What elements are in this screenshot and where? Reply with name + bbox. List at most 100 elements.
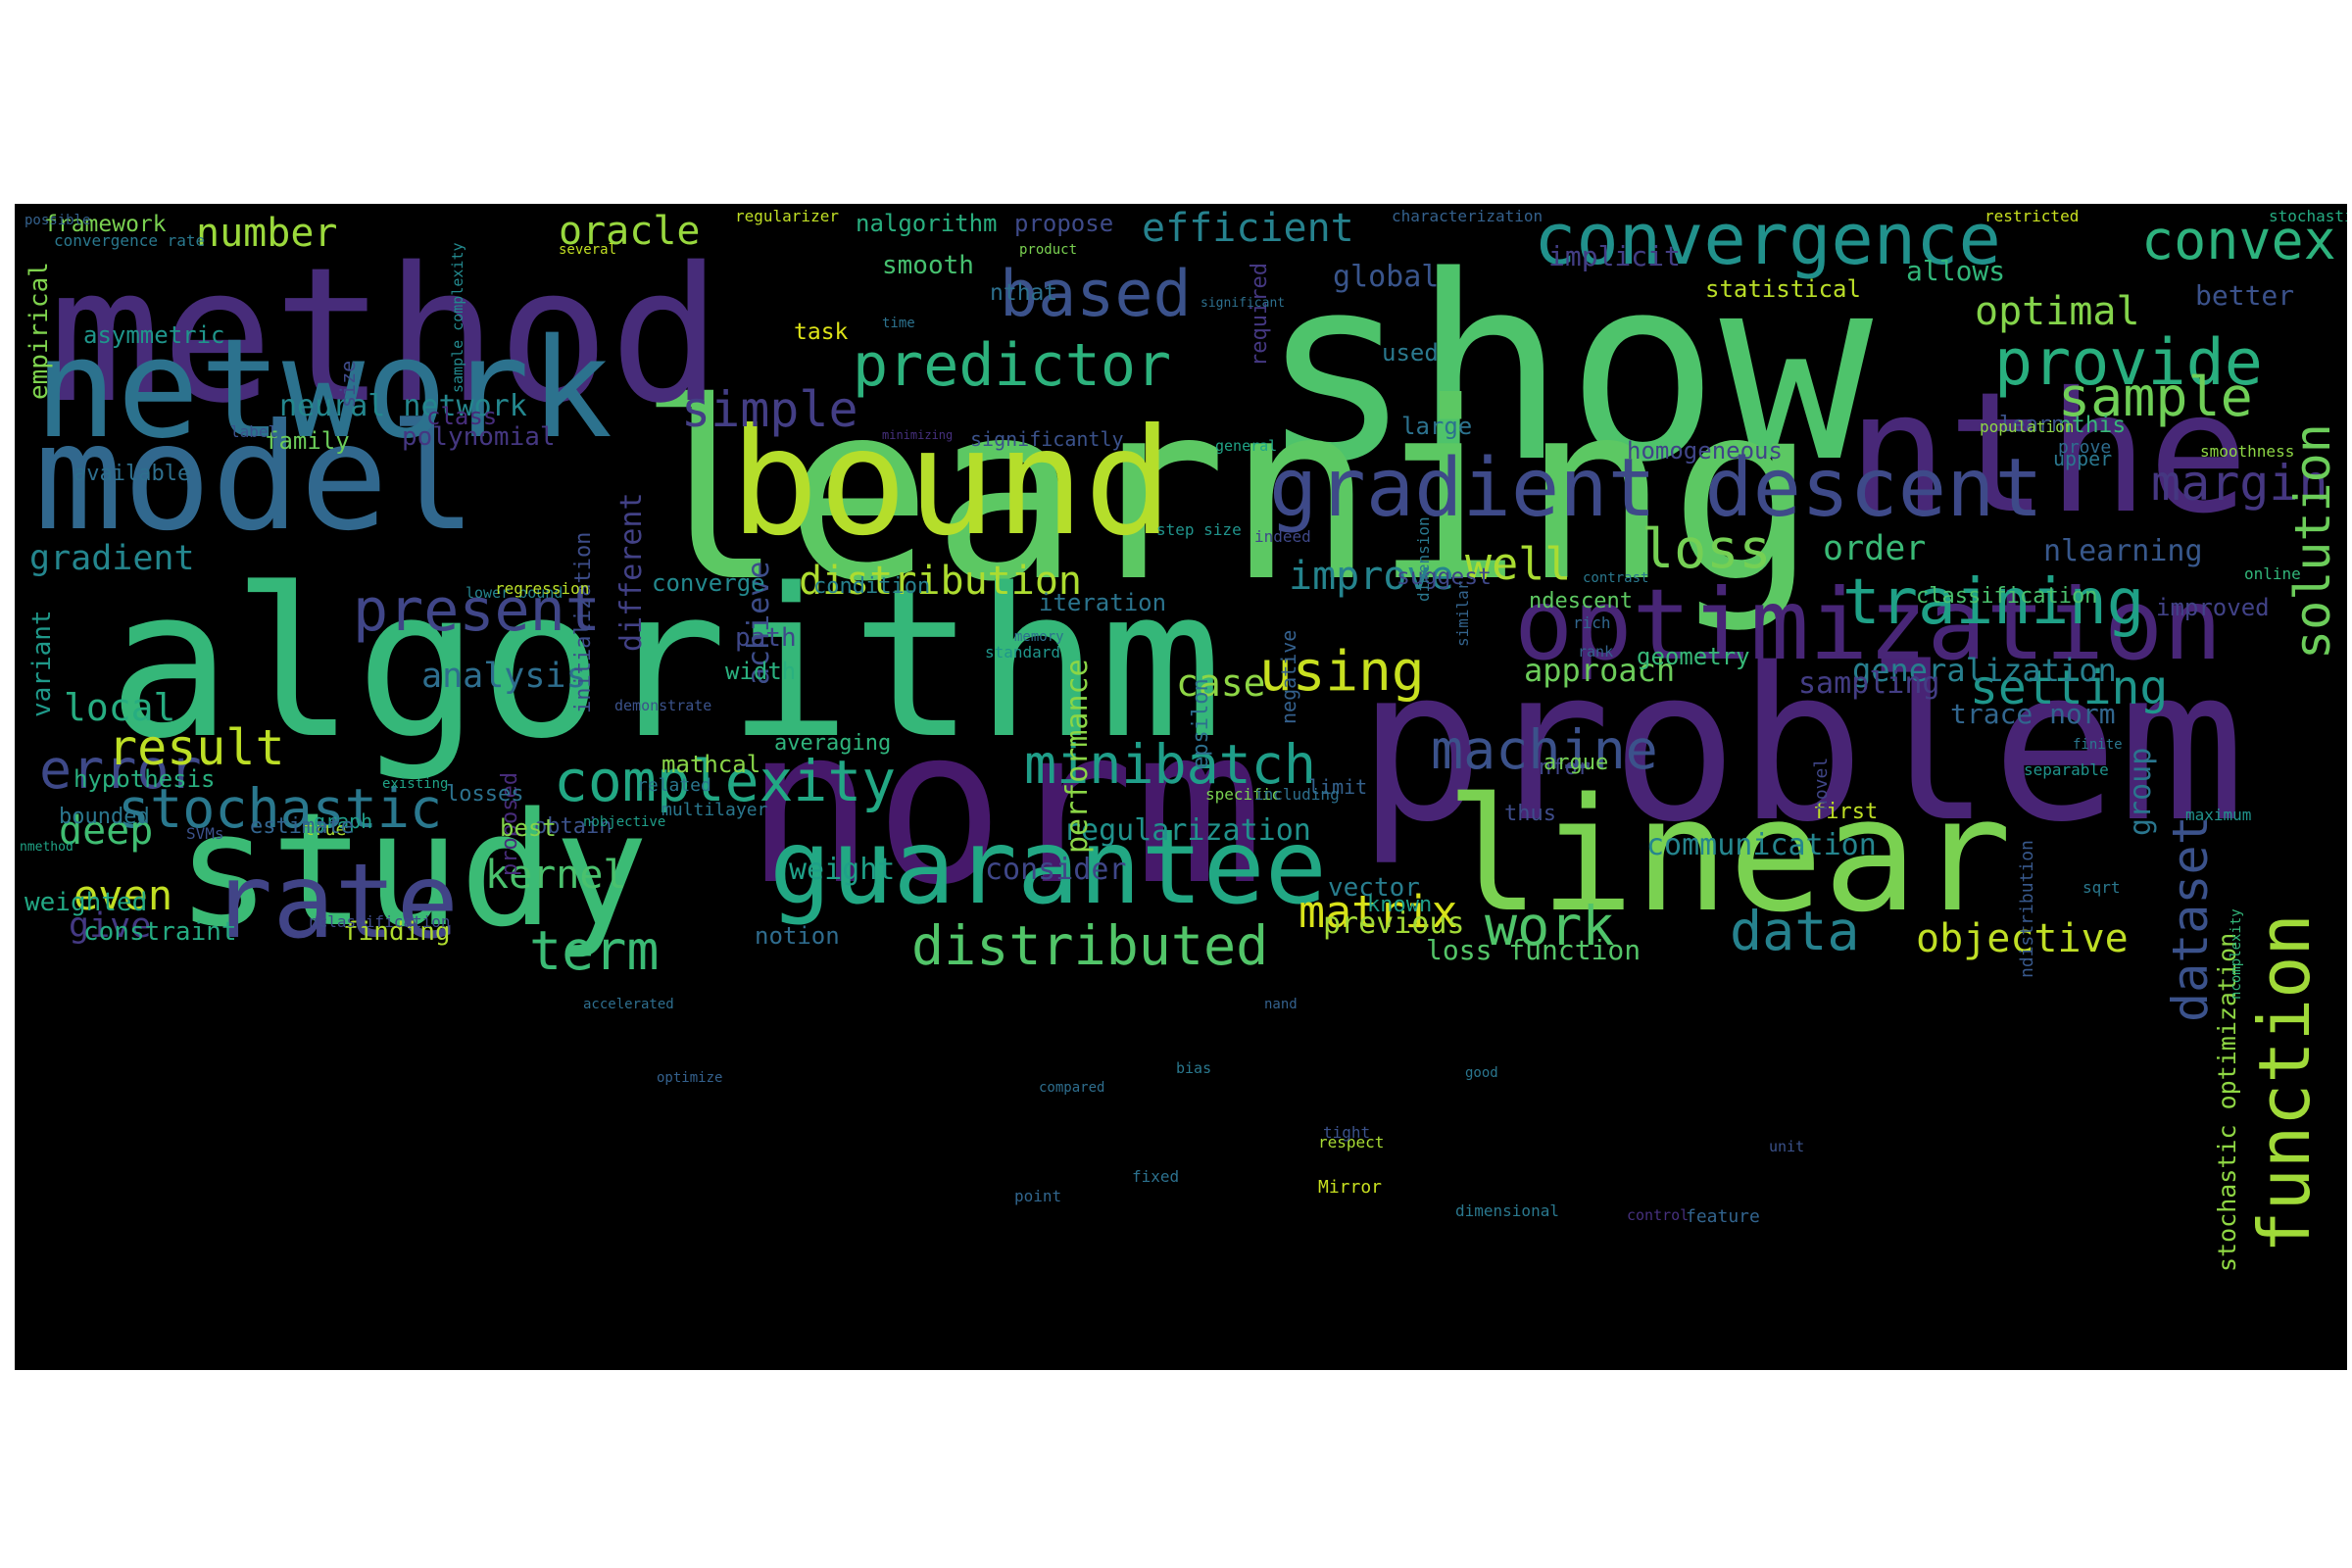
word-oracle: oracle [559,209,701,254]
word-label: label [230,422,278,441]
word-characterization: characterization [1392,207,1544,225]
word-point: point [1014,1187,1062,1205]
word-machine: machine [1431,718,1658,781]
word-similar: similar [1453,580,1472,647]
word-condition: condition [813,574,931,599]
word-fixed: fixed [1132,1167,1180,1186]
word-minimizing: minimizing [882,428,954,442]
word-improved: improved [2156,594,2270,621]
word-population: population [1980,417,2075,436]
word-limit: limit [1308,775,1368,799]
word-nthis: nthis [2058,413,2127,438]
word-finding: finding [343,917,451,947]
word-number: number [196,211,338,256]
word-maximum: maximum [2185,806,2252,824]
word-existing: existing [382,776,449,792]
word-weighted: weighted [24,888,148,917]
word-convergence-rate: convergence rate [54,231,206,250]
word-using: using [1259,640,1425,704]
word-previous: previous [1323,906,1465,941]
word-obtain: obtain [534,814,612,839]
word-sample: sample [2058,366,2253,428]
word-margin: margin [2151,455,2328,512]
word-contrast: contrast [1583,570,1649,586]
word-optimize: optimize [657,1070,723,1086]
word-trace-norm: trace norm [1950,698,2116,730]
word-feature: feature [1686,1206,1760,1227]
word-task: task [794,319,849,345]
word-graph: graph [314,809,373,833]
word-convex: convex [2141,209,2336,271]
word-bound: bound [730,398,1173,568]
word-loss: loss [1642,517,1772,580]
word-well: well [1465,538,1572,590]
word-memory: memory [1014,629,1064,645]
word-nlearning: nlearning [2043,534,2203,568]
word-respect: respect [1318,1133,1385,1152]
word-used: used [1382,339,1439,367]
word-nmethod: nmethod [20,840,74,855]
word-function: function [2243,913,2326,1253]
word-smooth: smooth [882,251,974,280]
word-epsilon: epsilon [1189,678,1213,769]
word-optimal: optimal [1975,289,2140,334]
word-learn: learn [1999,413,2065,437]
word-multilayer: multilayer [662,800,768,820]
word-different: different [614,492,649,652]
word-norm: norm [745,681,1264,932]
word-convergence: convergence [1534,204,2001,280]
word-global: global [1333,260,1440,294]
word-deep: deep [59,808,154,854]
word-including: including [1254,785,1340,804]
word-nobjective: nobjective [583,814,666,830]
word-give: give [69,906,152,946]
word-notion: notion [755,922,840,950]
word-cloud: show learning algorithm problem method norm mo… [15,204,2347,1370]
word-present: present [353,576,601,645]
word-separable: separable [2024,760,2109,779]
word-path: path [735,623,797,653]
word-size: size [336,360,360,408]
word-hypothesis: hypothesis [74,765,216,793]
word-mirror: Mirror [1318,1177,1383,1198]
word-gradient-descent: gradient descent [1269,442,2043,535]
word-improve: improve [1289,554,1454,599]
word-step-size: step size [1156,520,1242,539]
word-even: even [74,871,173,919]
word-consider: consider [985,853,1127,887]
word-regression: regression [495,579,590,598]
word-term: term [529,919,660,982]
word-result: result [108,719,285,776]
word-based: based [1000,258,1192,331]
word-show: show [1259,222,1874,518]
word-framework: framework [44,212,167,237]
word-compared: compared [1039,1080,1105,1096]
word-local: local [64,686,176,729]
word-geometry: geometry [1637,643,1750,670]
word-rank: rank [1578,643,1614,661]
word-gradient: gradient [29,539,195,578]
word-dimension: dimension [1414,516,1433,602]
word-first: first [1813,800,1879,824]
word-nthe: nthe [1847,357,2249,551]
word-allows: allows [1906,255,2006,287]
word-approach: approach [1524,652,1676,689]
word-standard: standard [985,643,1061,662]
word-ncomplexity: ncomplexity [2229,908,2244,1000]
word-study: study [176,778,649,961]
word-data: data [1730,900,1860,962]
word-mathcal: mathcal [662,751,761,778]
word-kernel: kernel [485,853,627,898]
word-width: width [725,658,797,685]
word-sampling: sampling [1798,666,1940,701]
word-nand: nand [1264,997,1298,1012]
word-distribution: distribution [799,559,1082,604]
word-converge: converge [652,569,765,597]
word-possible: possible [24,213,91,228]
word-stochastic: stochastic [118,777,443,840]
word-dataset: dataset [2162,815,2219,1022]
word-asymmetric: asymmetric [83,321,225,349]
word-related: related [637,775,711,796]
word-sqrt: sqrt [2082,878,2121,897]
word-class: class [426,403,498,430]
